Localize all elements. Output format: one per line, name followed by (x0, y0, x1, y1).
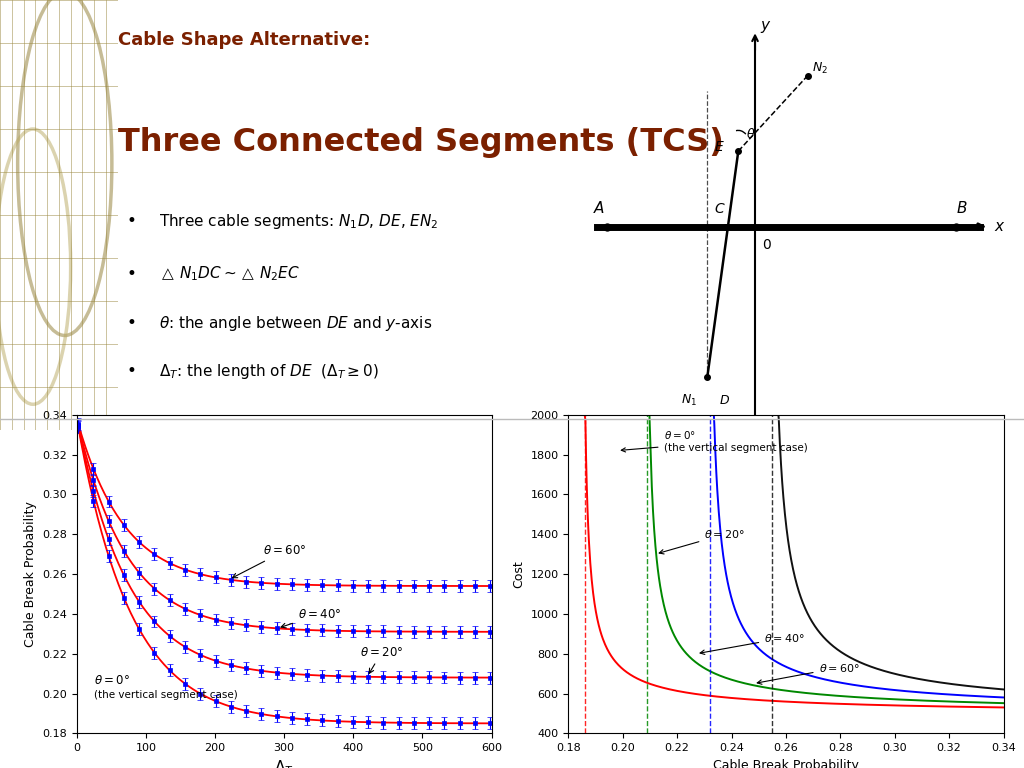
X-axis label: Cable Break Probability: Cable Break Probability (713, 759, 859, 768)
Text: $\triangle\, N_1DC \sim \triangle\, N_2EC$: $\triangle\, N_1DC \sim \triangle\, N_2E… (159, 265, 299, 283)
Text: •  affect both Cost and $P$($break$): • affect both Cost and $P$($break$) (200, 415, 443, 434)
Text: $C$: $C$ (715, 202, 726, 216)
Text: $\Delta_T$: the length of $DE$  $(\Delta_T \geq 0)$: $\Delta_T$: the length of $DE$ $(\Delta_… (159, 362, 379, 382)
Text: $\theta = 60°$: $\theta = 60°$ (232, 545, 307, 578)
Text: Three cable segments: $N_1D$, $DE$, $EN_2$: Three cable segments: $N_1D$, $DE$, $EN_… (159, 212, 438, 231)
Text: $\theta = 0°$: $\theta = 0°$ (94, 674, 130, 687)
Text: •: • (127, 362, 136, 380)
Text: $\theta = 40°$: $\theta = 40°$ (281, 608, 341, 628)
Text: $E$: $E$ (715, 140, 725, 154)
Text: $y$: $y$ (760, 19, 771, 35)
Text: $\theta$: $\theta$ (746, 127, 756, 141)
Text: Cable Shape Alternative:: Cable Shape Alternative: (118, 31, 370, 49)
Text: $x$: $x$ (994, 219, 1006, 234)
Text: Three Connected Segments (TCS): Three Connected Segments (TCS) (118, 127, 724, 157)
Text: $\theta = 0°$
(the vertical segment case): $\theta = 0°$ (the vertical segment case… (622, 429, 807, 452)
Text: $A$: $A$ (593, 200, 605, 216)
Text: (the vertical segment case): (the vertical segment case) (94, 690, 238, 700)
Text: $\theta = 20°$: $\theta = 20°$ (360, 646, 403, 674)
Text: $B$: $B$ (955, 200, 968, 216)
Text: $D$: $D$ (719, 394, 730, 407)
Text: $\theta = 60°$: $\theta = 60°$ (757, 662, 860, 684)
Text: $N_1$: $N_1$ (681, 392, 697, 408)
Text: $\theta = 40°$: $\theta = 40°$ (700, 632, 805, 654)
Y-axis label: Cable Break Probability: Cable Break Probability (24, 502, 37, 647)
Text: $N_2$: $N_2$ (812, 61, 828, 76)
Text: •: • (127, 313, 136, 332)
Text: $\theta$: the angle between $DE$ and $y$-axis: $\theta$: the angle between $DE$ and $y$… (159, 313, 432, 333)
Text: •: • (127, 265, 136, 283)
Y-axis label: Cost: Cost (512, 560, 525, 588)
Text: •: • (127, 212, 136, 230)
X-axis label: $\Delta_T$: $\Delta_T$ (274, 759, 294, 768)
Text: $0$: $0$ (762, 238, 772, 252)
Text: $\theta = 20°$: $\theta = 20°$ (659, 528, 745, 554)
